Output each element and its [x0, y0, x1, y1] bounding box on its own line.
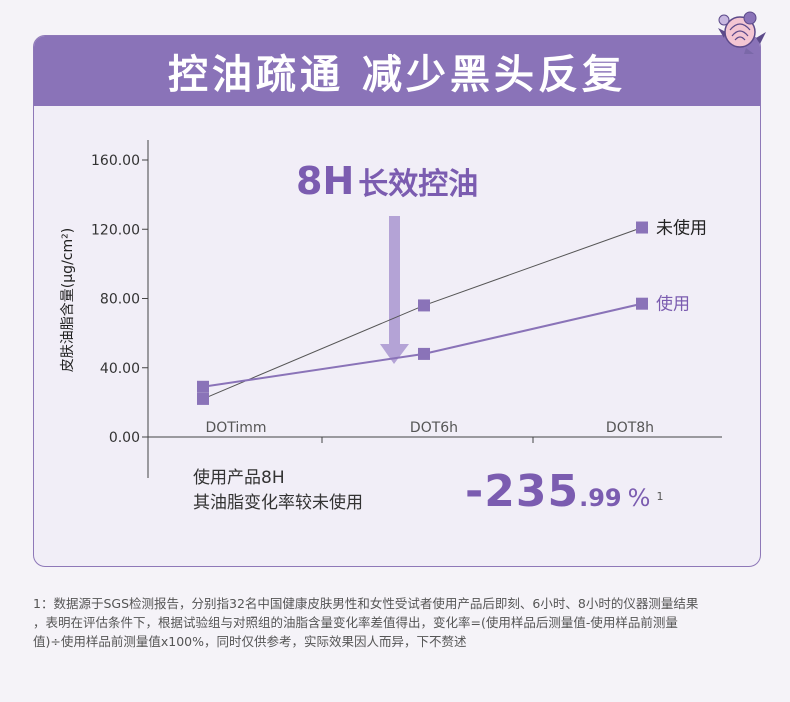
- title-banner: 控油疏通 减少黑头反复: [34, 36, 760, 106]
- stat-unit: %: [627, 484, 651, 512]
- annotation-big: 8H: [296, 159, 354, 203]
- result-desc-line2: 其油脂变化率较未使用: [193, 493, 363, 513]
- y-axis-label: 皮肤油脂含量(μg/cm²): [60, 228, 76, 372]
- series-label: 未使用: [656, 218, 707, 239]
- y-tick-label: 120.00: [91, 222, 140, 238]
- footnote-line1: 1：数据源于SGS检测报告，分别指32名中国健康皮肤男性和女性受试者使用产品后即…: [33, 596, 699, 611]
- y-tick-label: 40.00: [100, 361, 140, 377]
- x-ticks: DOTimm DOT6h DOT8h: [205, 420, 654, 443]
- flower-icon: [718, 11, 766, 54]
- y-tick-label: 80.00: [100, 292, 140, 308]
- banner-title: 控油疏通 减少黑头反复: [168, 52, 626, 98]
- annotation: 8H 长效控油: [296, 159, 478, 203]
- footnote-line3: 值)÷使用样品前测量值x100%，同时仅供参考，实际效果因人而异，下不赘述: [33, 634, 467, 649]
- data-point: [197, 392, 209, 405]
- x-tick-label: DOTimm: [205, 420, 266, 436]
- stat-main: -235: [465, 466, 580, 517]
- footnote-line2: ，表明在评估条件下，根据试验组与对照组的油脂含量变化率差值得出，变化率=(使用样…: [33, 615, 678, 630]
- data-point: [636, 297, 648, 310]
- data-point: [636, 221, 648, 234]
- series-line-1: [202, 302, 643, 388]
- result-description: 使用产品8H 其油脂变化率较未使用: [193, 466, 363, 516]
- stat-decimal: .99: [579, 484, 622, 512]
- result-stat: -235.99% 1: [465, 466, 663, 517]
- y-ticks: 160.00 120.00 80.00 40.00 0.00: [91, 153, 148, 446]
- data-point: [197, 380, 209, 393]
- annotation-arrow: [380, 216, 409, 364]
- data-point: [418, 347, 430, 360]
- y-tick-label: 160.00: [91, 153, 140, 169]
- y-tick-label: 0.00: [109, 430, 140, 446]
- stat-footnote-ref: 1: [656, 489, 664, 503]
- series-label: 使用: [656, 294, 690, 315]
- result-desc-line1: 使用产品8H: [193, 468, 285, 488]
- x-tick-label: DOT6h: [410, 420, 458, 436]
- data-point: [418, 299, 430, 312]
- annotation-small: 长效控油: [358, 167, 478, 202]
- footnote: 1：数据源于SGS检测报告，分别指32名中国健康皮肤男性和女性受试者使用产品后即…: [33, 594, 761, 651]
- x-tick-label: DOT8h: [606, 420, 654, 436]
- series-line-0: [202, 227, 643, 400]
